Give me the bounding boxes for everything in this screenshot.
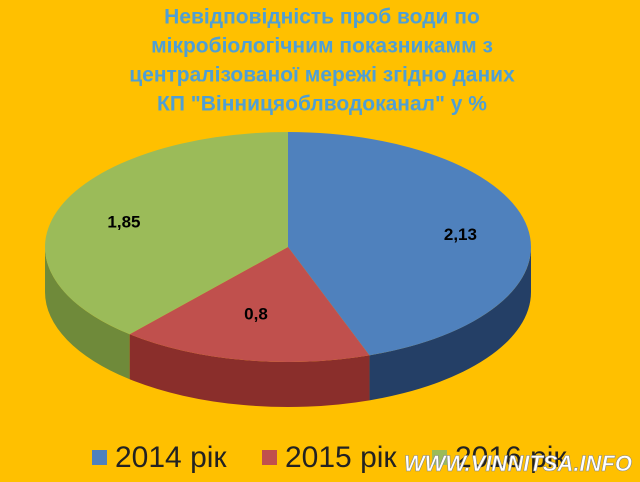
data-label: 2,13 [444,225,477,244]
pie-slice [45,132,289,335]
data-label: 1,85 [107,213,140,232]
chart-title: КП "Вінницяоблводоканал" у % [157,93,487,116]
pie-slice-side [129,334,370,407]
pie-slice [288,132,531,356]
data-label: 0,8 [244,304,268,323]
pie-slice [129,247,370,362]
pie-slice-side [369,247,531,401]
chart-title: централізованої мережі згідно даних [129,64,515,87]
legend-swatch [262,450,277,465]
legend-label: 2014 рік [115,441,227,474]
chart-title: Невідповідність проб води по [164,6,480,29]
chart-title: мікробіологічним показникамм з [151,35,493,58]
legend-swatch [92,450,107,465]
watermark: WWW.VINNITSA.INFO [404,451,632,476]
legend-swatch [432,450,447,465]
legend-label: 2015 рік [285,441,397,474]
pie-slice-side [45,247,130,380]
legend-label: 2016 рік [455,441,567,474]
